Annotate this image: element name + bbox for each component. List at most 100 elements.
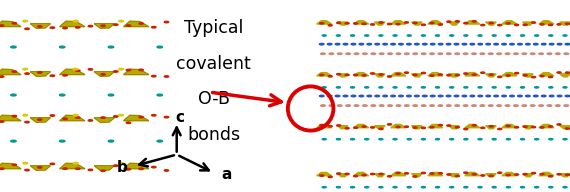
Circle shape [388,105,392,106]
Circle shape [548,176,552,177]
Polygon shape [465,21,480,24]
Circle shape [322,87,326,88]
Circle shape [393,35,397,36]
Circle shape [353,74,357,75]
Circle shape [435,186,439,188]
Circle shape [557,124,561,125]
Circle shape [113,116,118,117]
Circle shape [421,138,425,140]
Circle shape [470,43,475,45]
Circle shape [422,95,427,97]
Polygon shape [523,22,533,25]
Polygon shape [449,174,459,177]
Circle shape [367,43,372,45]
Circle shape [447,74,451,76]
Circle shape [464,35,468,36]
Polygon shape [391,73,406,76]
Polygon shape [523,74,533,77]
Circle shape [365,186,369,188]
Circle shape [539,53,543,55]
Circle shape [492,35,496,36]
Circle shape [375,95,380,97]
Circle shape [25,121,29,123]
Circle shape [343,95,348,97]
Polygon shape [317,124,332,128]
Circle shape [126,69,131,71]
Circle shape [447,125,451,126]
Circle shape [506,35,510,36]
Polygon shape [124,115,149,121]
Polygon shape [94,118,115,122]
Circle shape [396,53,401,55]
Circle shape [365,35,369,36]
Polygon shape [337,174,348,177]
Circle shape [435,35,439,36]
Circle shape [413,74,417,76]
Circle shape [563,35,567,36]
Circle shape [489,175,493,176]
Circle shape [76,117,80,118]
Circle shape [346,105,351,106]
Circle shape [548,76,552,78]
Circle shape [12,22,17,24]
Polygon shape [486,126,496,129]
Circle shape [492,138,496,140]
Polygon shape [0,163,21,169]
Circle shape [101,170,105,171]
Circle shape [450,35,454,36]
Circle shape [438,24,442,25]
Circle shape [370,24,374,25]
Circle shape [523,24,527,26]
Circle shape [379,22,383,23]
Circle shape [337,22,341,23]
Circle shape [399,95,403,97]
Polygon shape [523,174,533,177]
Circle shape [363,53,367,55]
Circle shape [379,186,383,188]
Circle shape [12,164,17,166]
Circle shape [421,72,425,74]
Circle shape [396,73,400,75]
Circle shape [362,75,366,76]
Polygon shape [337,126,348,129]
Circle shape [557,43,562,45]
Circle shape [464,73,468,74]
Circle shape [446,43,451,45]
Circle shape [391,95,396,97]
Circle shape [126,122,131,123]
Circle shape [489,126,493,127]
Circle shape [23,162,27,164]
Circle shape [520,35,524,36]
Circle shape [505,105,510,106]
Polygon shape [539,21,554,24]
Circle shape [345,74,349,76]
Circle shape [328,126,332,127]
Circle shape [413,22,417,24]
Circle shape [518,95,522,97]
Circle shape [413,176,417,177]
Circle shape [522,105,527,106]
Circle shape [421,87,425,88]
Circle shape [488,53,493,55]
Circle shape [346,53,351,55]
Circle shape [464,138,468,140]
Circle shape [563,87,567,88]
Circle shape [549,95,554,97]
Circle shape [421,186,425,188]
Text: Typical: Typical [184,19,243,37]
Polygon shape [412,74,422,77]
Circle shape [478,87,482,88]
Polygon shape [317,73,332,76]
Circle shape [157,140,162,142]
Circle shape [540,173,544,175]
Circle shape [12,71,17,72]
Circle shape [23,114,27,116]
Polygon shape [412,22,422,25]
Circle shape [383,43,388,45]
Circle shape [523,174,527,175]
Circle shape [473,74,477,75]
Circle shape [421,172,425,174]
Circle shape [514,105,518,106]
Circle shape [565,128,569,129]
Circle shape [375,43,380,45]
